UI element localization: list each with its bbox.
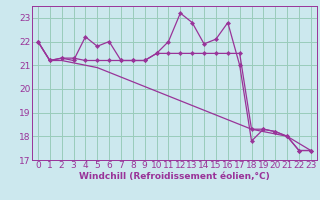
- X-axis label: Windchill (Refroidissement éolien,°C): Windchill (Refroidissement éolien,°C): [79, 172, 270, 181]
